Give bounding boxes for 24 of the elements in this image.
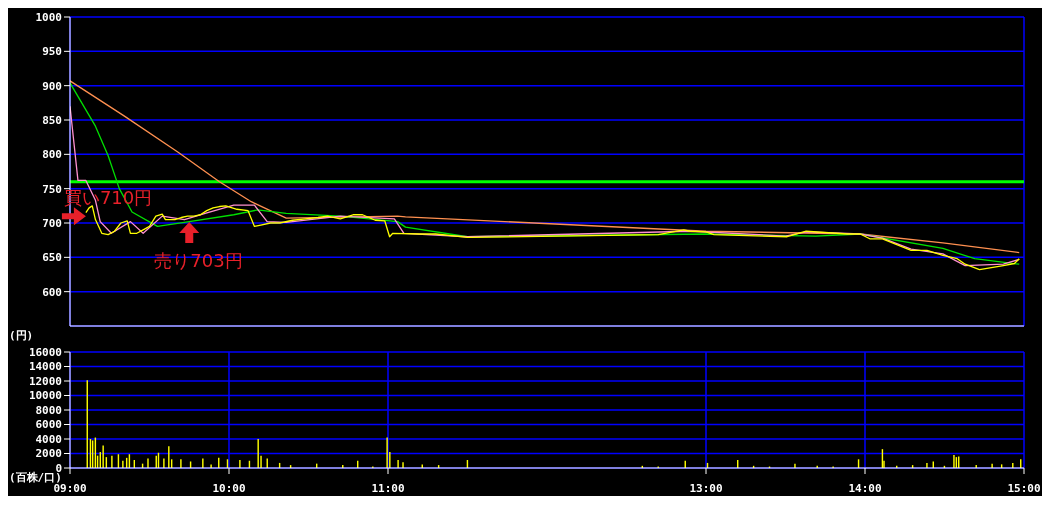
- y-tick-label: 750: [42, 182, 62, 196]
- x-tick-label: 10:00: [212, 481, 246, 495]
- y-tick-label: 1000: [35, 10, 62, 24]
- y-tick-label: 10000: [28, 389, 62, 403]
- y-tick-label: 14000: [28, 360, 62, 374]
- y-tick-label: 12000: [28, 374, 62, 388]
- y-tick-label: 8000: [35, 403, 62, 417]
- y-tick-label: 850: [42, 113, 62, 127]
- y-tick-label: 4000: [35, 432, 62, 446]
- y-tick-label: 2000: [35, 447, 62, 461]
- y-axis-title: (円): [9, 329, 34, 342]
- y-tick-label: 800: [42, 148, 62, 162]
- y-tick-label: 600: [42, 285, 62, 299]
- y-tick-label: 650: [42, 251, 62, 265]
- y-tick-label: 950: [42, 45, 62, 59]
- x-tick-label: 11:00: [371, 481, 405, 495]
- x-tick-label: 15:00: [1007, 481, 1041, 495]
- x-tick-label: 09:00: [53, 481, 87, 495]
- y-tick-label: 6000: [35, 418, 62, 432]
- x-tick-label: 14:00: [848, 481, 882, 495]
- x-tick-label: 13:00: [689, 481, 723, 495]
- y-tick-label: 700: [42, 216, 62, 230]
- y-tick-label: 900: [42, 79, 62, 93]
- y-tick-label: 16000: [28, 345, 62, 359]
